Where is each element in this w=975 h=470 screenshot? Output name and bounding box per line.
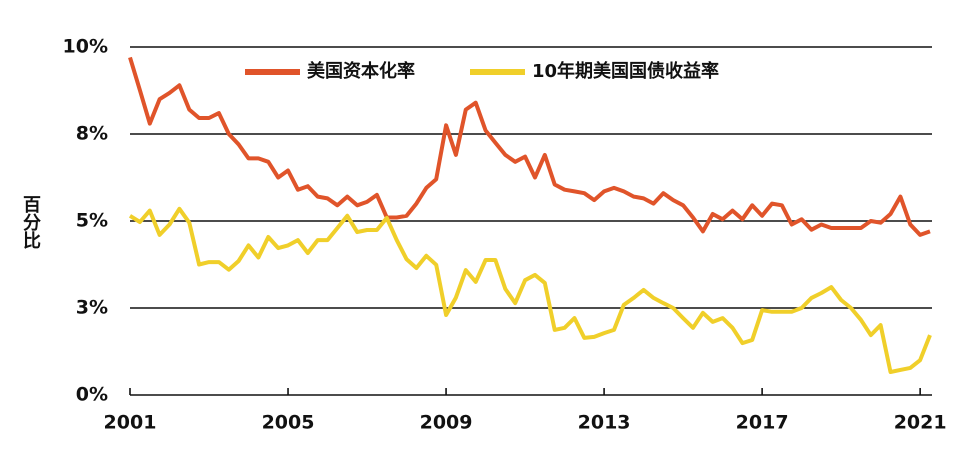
y-axis-label: 百分比 [20,195,41,250]
x-tick-label: 2021 [894,412,947,434]
x-tick-label: 2001 [104,412,157,434]
x-tick-label: 2009 [420,412,473,434]
y-tick-label: 0% [76,384,108,406]
legend-label: 10年期美国国债收益率 [532,60,719,82]
y-tick-label: 8% [76,123,108,145]
legend-label: 美国资本化率 [307,60,415,82]
x-tick-label: 2005 [262,412,315,434]
x-tick-label: 2013 [578,412,631,434]
series-line [128,206,932,374]
y-tick-label: 3% [76,297,108,319]
y-tick-label: 10% [63,36,108,58]
x-tick-label: 2017 [736,412,789,434]
y-tick-label: 5% [76,210,108,232]
series-line [128,56,931,237]
